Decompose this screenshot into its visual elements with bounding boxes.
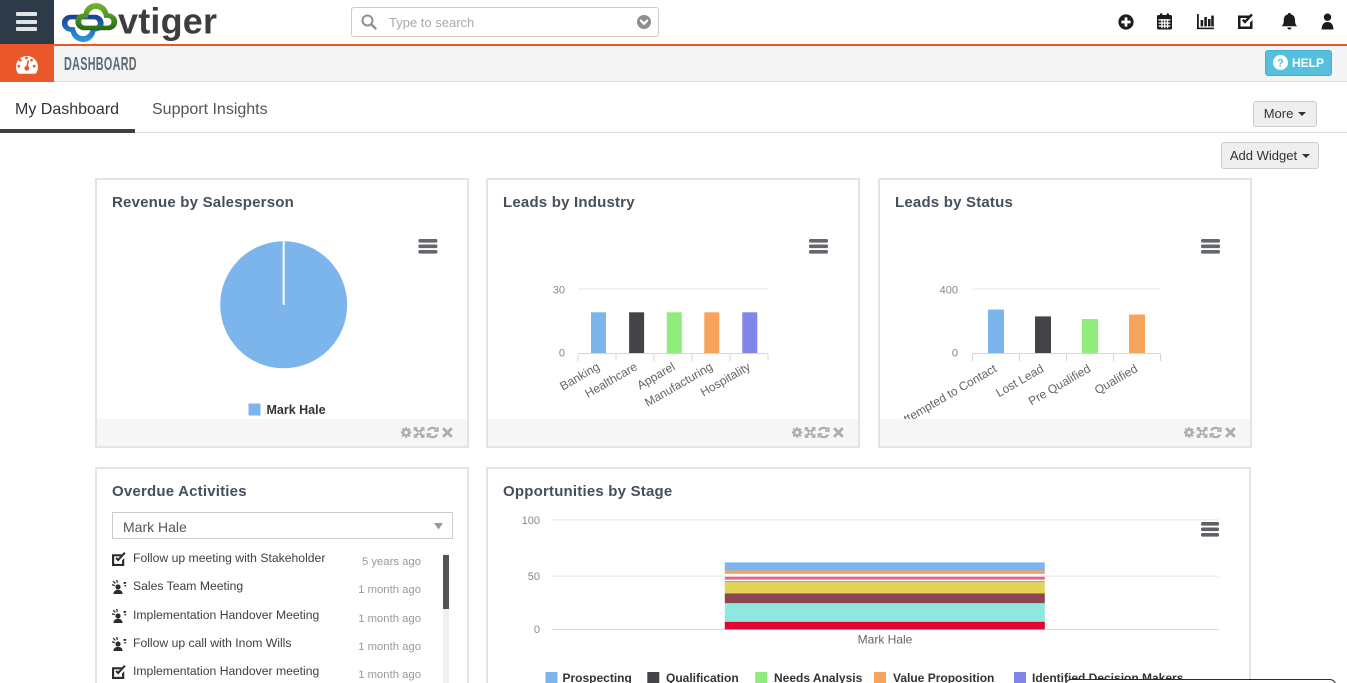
svg-text:Mark Hale: Mark Hale <box>858 633 913 647</box>
svg-text:400: 400 <box>940 284 958 296</box>
svg-text:30: 30 <box>553 284 565 296</box>
svg-text:Prospecting: Prospecting <box>563 671 632 683</box>
svg-text:vtiger: vtiger <box>118 1 217 42</box>
svg-text:Mark Hale: Mark Hale <box>267 403 326 417</box>
svg-text:50: 50 <box>528 571 540 583</box>
svg-text:Value Proposition: Value Proposition <box>893 671 994 683</box>
svg-text:Qualification: Qualification <box>666 671 739 683</box>
svg-text:?: ? <box>1277 57 1284 69</box>
svg-text:0: 0 <box>534 624 540 636</box>
svg-text:Qualified: Qualified <box>1092 361 1140 397</box>
svg-text:Needs Analysis: Needs Analysis <box>774 671 863 683</box>
svg-text:ttempted to Contact: ttempted to Contact <box>901 361 999 419</box>
svg-text:0: 0 <box>559 347 565 359</box>
svg-text:0: 0 <box>952 347 958 359</box>
svg-text:100: 100 <box>522 515 540 527</box>
